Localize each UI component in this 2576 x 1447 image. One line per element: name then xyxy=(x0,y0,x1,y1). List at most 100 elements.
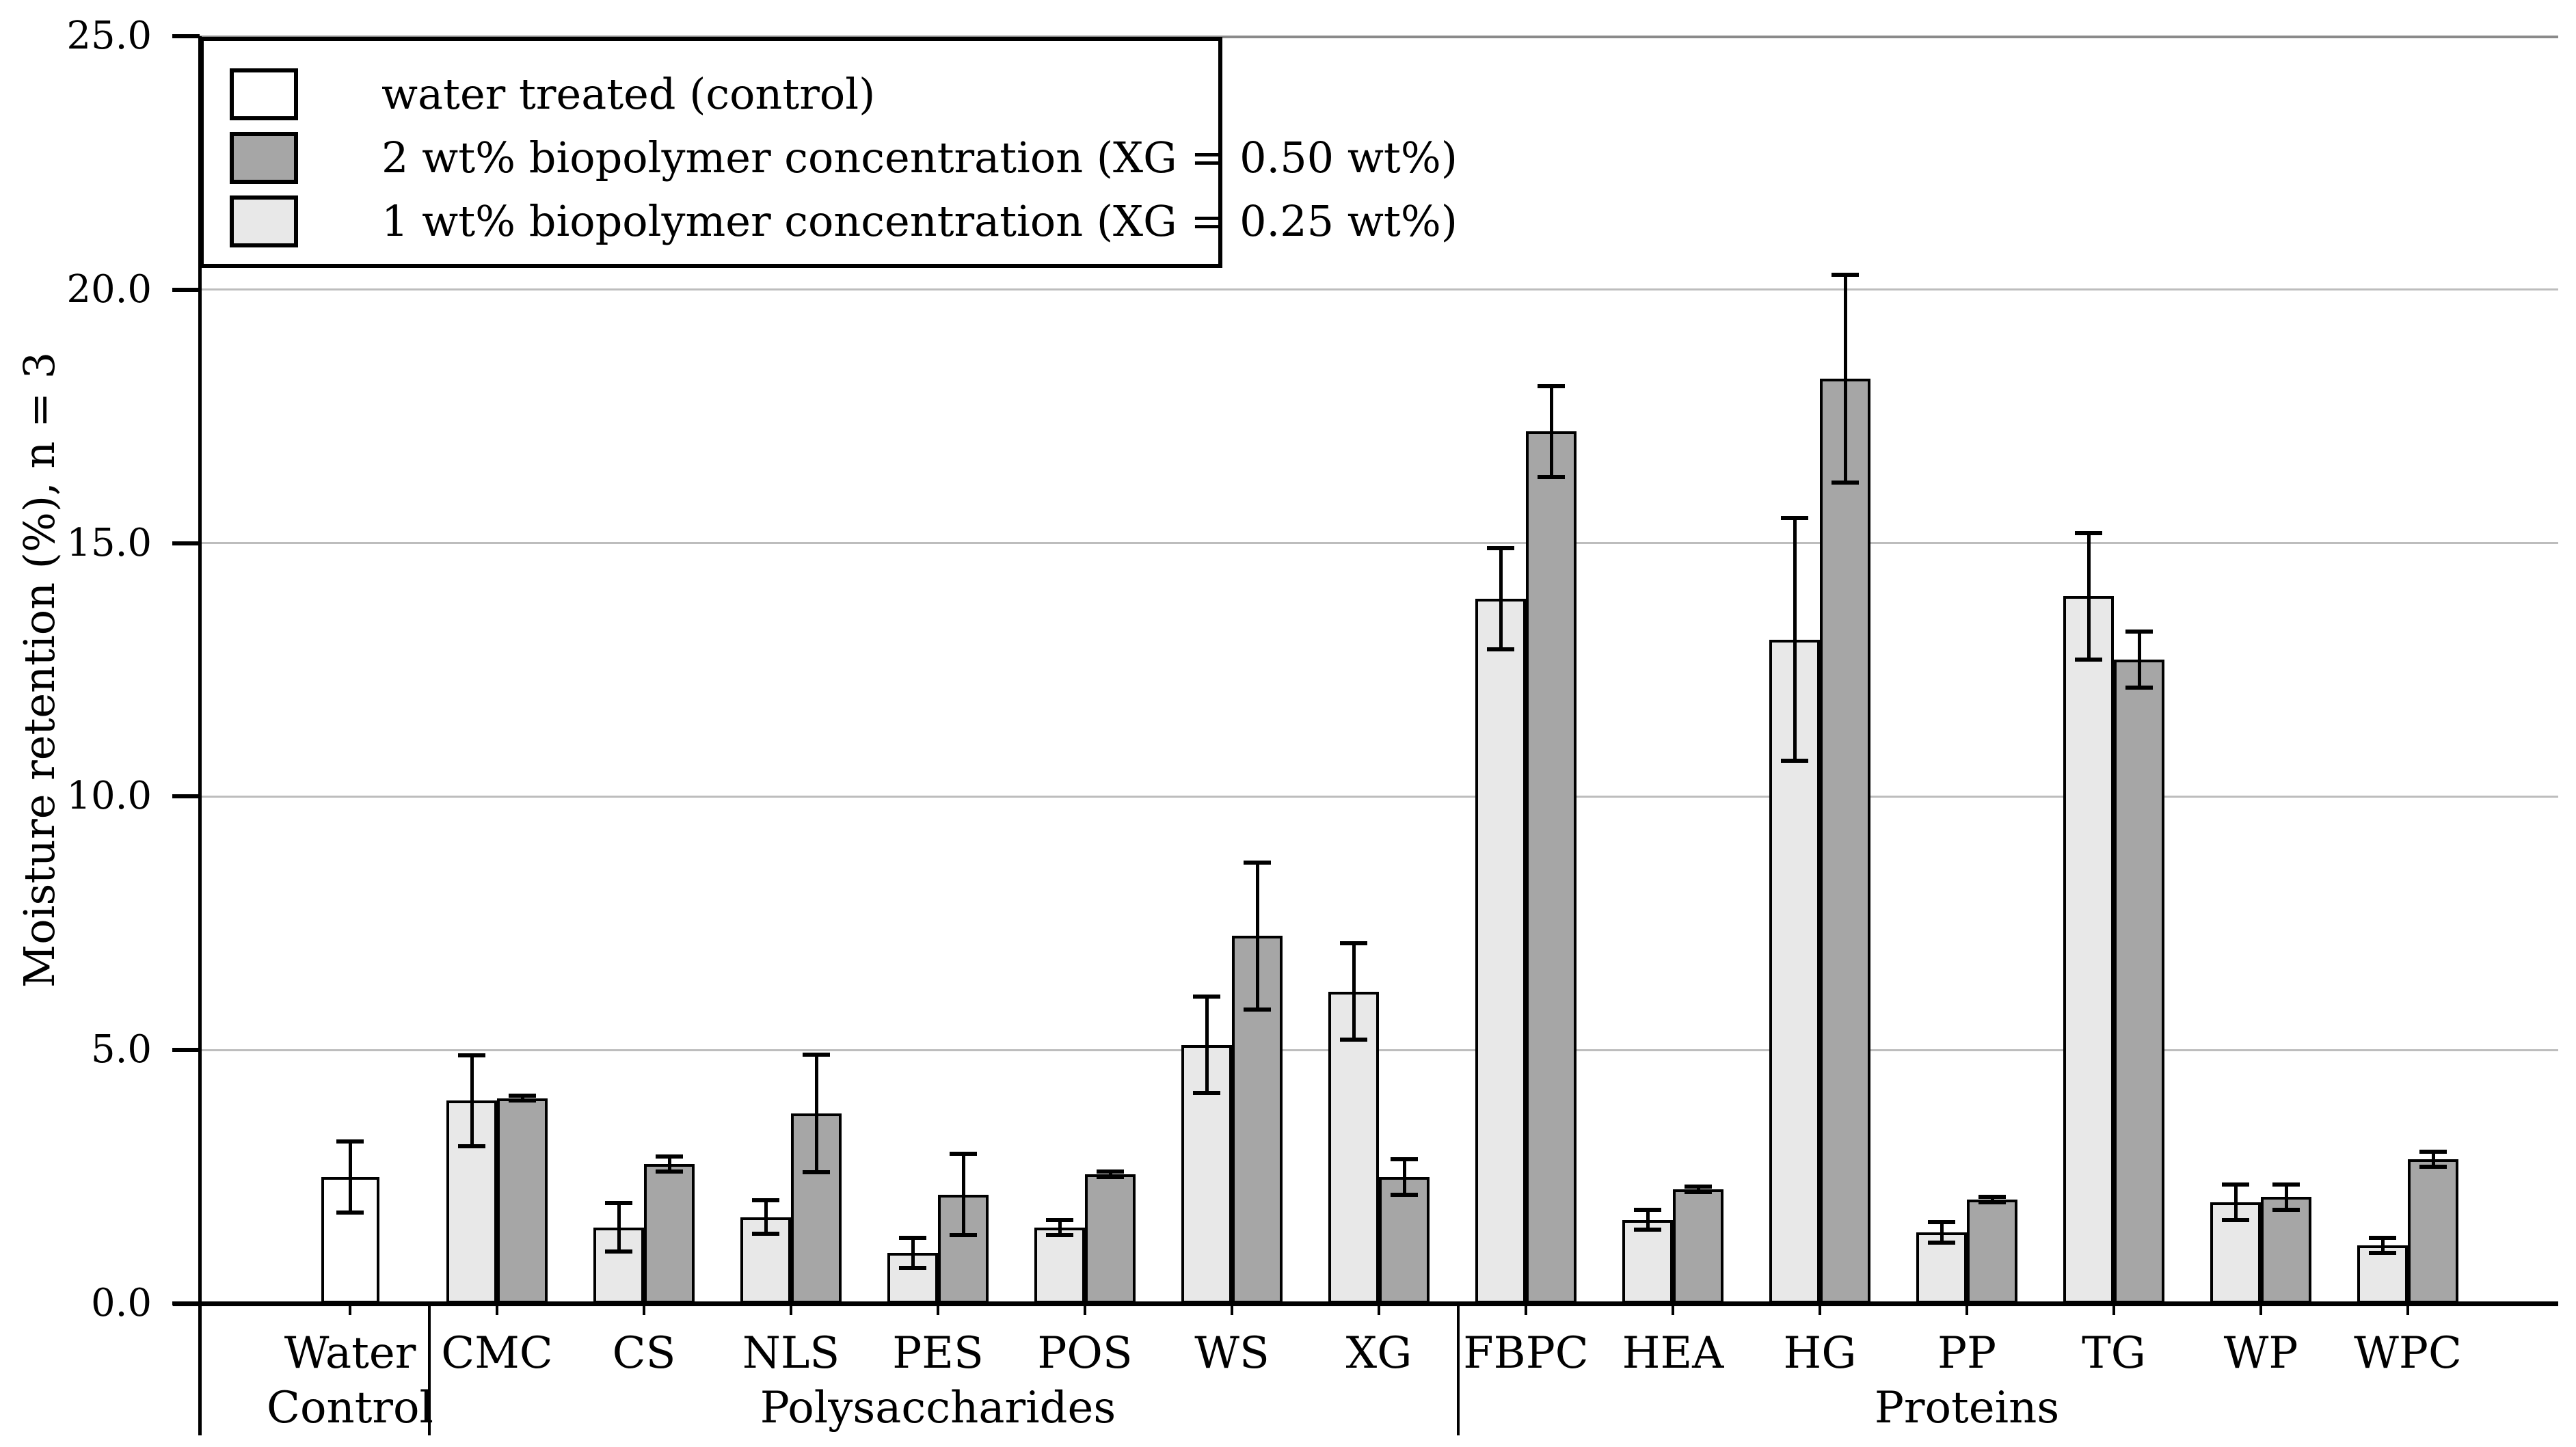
x-tick-XG xyxy=(1378,1303,1380,1315)
gridline-10.0 xyxy=(200,795,2558,798)
errorbar-cap-high-WPC-conc2 xyxy=(2419,1149,2447,1154)
legend-swatch-control xyxy=(230,68,298,120)
errorbar-XG-conc2 xyxy=(1402,1159,1406,1195)
errorbar-cap-high-XG-conc1 xyxy=(1340,941,1367,946)
y-tick-20.0 xyxy=(172,287,200,292)
x-label-CS: CS xyxy=(612,1328,676,1379)
errorbar-NLS-conc1 xyxy=(764,1200,768,1234)
errorbar-CMC-conc1 xyxy=(470,1055,474,1147)
errorbar-cap-high-HG-conc2 xyxy=(1832,272,1859,277)
x-tick-Water Control xyxy=(349,1303,351,1315)
y-tick-label-15.0: 15.0 xyxy=(66,520,152,565)
bar-XG-conc2 xyxy=(1379,1176,1430,1303)
y-tick-label-20.0: 20.0 xyxy=(66,267,152,312)
errorbar-cap-low-CMC-conc1 xyxy=(458,1144,485,1149)
errorbar-cap-low-CS-conc1 xyxy=(605,1249,632,1254)
errorbar-cap-low-PES-conc1 xyxy=(899,1266,926,1271)
bar-HEA-conc2 xyxy=(1673,1189,1723,1303)
legend-entry-conc1: 1 wt% biopolymer concentration (XG = 0.2… xyxy=(204,190,1458,253)
x-tick-WP xyxy=(2259,1303,2262,1315)
errorbar-TG-conc1 xyxy=(2087,532,2091,660)
errorbar-XG-conc1 xyxy=(1352,943,1356,1040)
errorbar-cap-high-WS-conc2 xyxy=(1244,860,1271,865)
errorbar-cap-low-TG-conc2 xyxy=(2125,685,2153,690)
bar-HEA-conc1 xyxy=(1622,1219,1673,1303)
errorbar-HG-conc1 xyxy=(1793,517,1797,761)
x-tick-CS xyxy=(643,1303,645,1315)
bar-CS-conc2 xyxy=(644,1164,695,1303)
errorbar-cap-low-NLS-conc2 xyxy=(803,1169,830,1174)
errorbar-cap-low-WP-conc2 xyxy=(2272,1207,2300,1212)
bar-POS-conc1 xyxy=(1034,1227,1085,1303)
errorbar-cap-high-FBPC-conc2 xyxy=(1538,383,1565,388)
y-axis-title: Moisture retention (%), n = 3 xyxy=(14,351,64,988)
bar-POS-conc2 xyxy=(1085,1174,1136,1303)
errorbar-cap-low-NLS-conc1 xyxy=(752,1232,779,1236)
x-tick-PES xyxy=(937,1303,939,1315)
bar-HG-conc2 xyxy=(1820,378,1870,1303)
x-label-WS: WS xyxy=(1194,1328,1270,1379)
x-label-XG: XG xyxy=(1345,1328,1412,1379)
errorbar-cap-high-POS-conc2 xyxy=(1097,1169,1124,1174)
errorbar-NLS-conc2 xyxy=(814,1054,818,1172)
bar-TG-conc1 xyxy=(2063,596,2114,1303)
section-label-Polysaccharides: Polysaccharides xyxy=(760,1383,1116,1433)
legend-entry-control: water treated (control) xyxy=(204,63,1218,126)
errorbar-cap-high-WP-conc2 xyxy=(2272,1182,2300,1187)
errorbar-PP-conc1 xyxy=(1940,1222,1944,1243)
y-tick-label-10.0: 10.0 xyxy=(66,774,152,819)
legend-label-control: water treated (control) xyxy=(381,69,876,119)
x-label-NLS: NLS xyxy=(742,1328,840,1379)
errorbar-cap-high-NLS-conc1 xyxy=(752,1198,779,1203)
errorbar-WPC-conc2 xyxy=(2431,1151,2435,1167)
errorbar-cap-low-CMC-conc2 xyxy=(509,1098,536,1103)
errorbar-WPC-conc1 xyxy=(2380,1237,2385,1253)
x-label-HEA: HEA xyxy=(1622,1328,1724,1379)
gridline-15.0 xyxy=(200,542,2558,545)
legend-label-conc2: 2 wt% biopolymer concentration (XG = 0.5… xyxy=(381,133,1458,182)
x-tick-POS xyxy=(1084,1303,1086,1315)
errorbar-cap-high-WS-conc1 xyxy=(1193,995,1220,999)
x-tick-NLS xyxy=(790,1303,792,1315)
errorbar-FBPC-conc1 xyxy=(1499,548,1503,650)
errorbar-cap-low-POS-conc2 xyxy=(1097,1174,1124,1179)
x-label-CMC: CMC xyxy=(441,1328,553,1379)
errorbar-cap-high-CS-conc1 xyxy=(605,1201,632,1206)
errorbar-POS-conc2 xyxy=(1108,1172,1112,1177)
errorbar-cap-high-HG-conc1 xyxy=(1781,515,1808,520)
errorbar-cap-high-POS-conc1 xyxy=(1046,1217,1073,1222)
errorbar-cap-high-PES-conc1 xyxy=(899,1235,926,1240)
bar-FBPC-conc1 xyxy=(1475,599,1526,1303)
errorbar-PES-conc2 xyxy=(961,1154,965,1235)
legend-label-conc1: 1 wt% biopolymer concentration (XG = 0.2… xyxy=(381,196,1458,246)
y-axis-line xyxy=(198,36,202,1435)
errorbar-cap-low-HEA-conc2 xyxy=(1685,1189,1712,1194)
errorbar-cap-low-POS-conc1 xyxy=(1046,1232,1073,1237)
errorbar-POS-conc1 xyxy=(1058,1219,1062,1235)
errorbar-cap-high-WPC-conc1 xyxy=(2369,1235,2396,1240)
group-separator-1 xyxy=(1456,1303,1460,1435)
errorbar-HEA-conc1 xyxy=(1646,1209,1650,1230)
errorbar-cap-high-PP-conc2 xyxy=(1978,1195,2006,1200)
y-tick-10.0 xyxy=(172,794,200,799)
x-tick-WPC xyxy=(2406,1303,2409,1315)
bar-XG-conc1 xyxy=(1328,991,1379,1303)
gridline-25.0 xyxy=(200,35,2558,38)
bar-CMC-conc2 xyxy=(497,1098,548,1303)
y-tick-15.0 xyxy=(172,541,200,545)
errorbar-cap-low-FBPC-conc1 xyxy=(1487,647,1514,652)
x-label-WPC: WPC xyxy=(2354,1328,2462,1379)
x-tick-HEA xyxy=(1672,1303,1674,1315)
errorbar-cap-low-Water Control-control xyxy=(336,1210,364,1215)
gridline-5.0 xyxy=(200,1049,2558,1051)
errorbar-cap-high-TG-conc2 xyxy=(2125,630,2153,634)
x-label-PES: PES xyxy=(892,1328,984,1379)
errorbar-cap-low-TG-conc1 xyxy=(2075,658,2102,662)
errorbar-cap-high-HEA-conc1 xyxy=(1634,1207,1661,1212)
x-axis-line xyxy=(173,1301,2558,1306)
y-tick-label-0.0: 0.0 xyxy=(90,1281,152,1325)
errorbar-cap-low-WS-conc1 xyxy=(1193,1091,1220,1096)
x-tick-PP xyxy=(1965,1303,1968,1315)
x-label-WP: WP xyxy=(2223,1328,2298,1379)
